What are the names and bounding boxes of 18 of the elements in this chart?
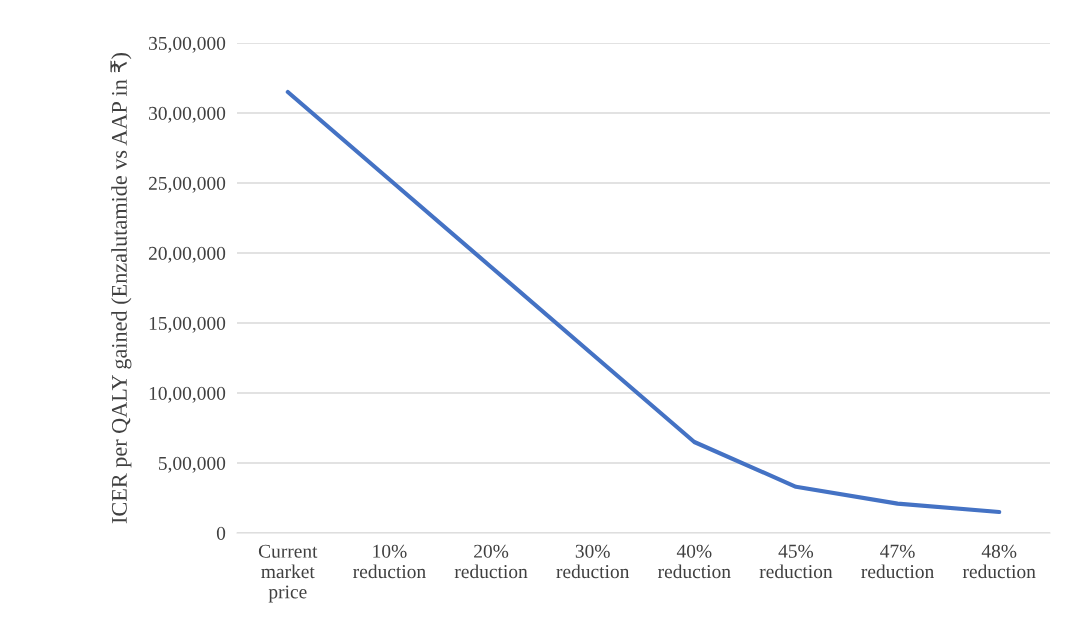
y-axis-title: ICER per QALY gained (Enzalutamide vs AAP in ₹)	[110, 53, 132, 524]
y-tick-label: 20,00,000	[148, 246, 226, 263]
y-tick-label: 15,00,000	[149, 316, 226, 333]
x-tick-label: 40% reduction	[657, 544, 731, 579]
y-tick-label: 10,00,000	[149, 386, 226, 403]
x-tick-label: 45% reduction	[759, 544, 833, 579]
x-tick-label: 20% reduction	[454, 544, 528, 579]
x-tick-label: 10% reduction	[353, 544, 426, 579]
x-tick-label: 48% reduction	[962, 544, 1036, 579]
line-series	[285, 89, 1002, 515]
y-tick-label: 0	[216, 526, 226, 540]
x-tick-label: Current market price	[258, 544, 318, 603]
x-tick-label: 47% reduction	[861, 544, 934, 579]
x-tick-label: 30% reduction	[556, 544, 630, 579]
y-tick-label: 30,00,000	[149, 106, 226, 123]
y-tick-label: 25,00,000	[148, 176, 226, 193]
y-tick-label: 5,00,000	[158, 456, 226, 473]
y-tick-label: 35,00,000	[149, 36, 226, 53]
